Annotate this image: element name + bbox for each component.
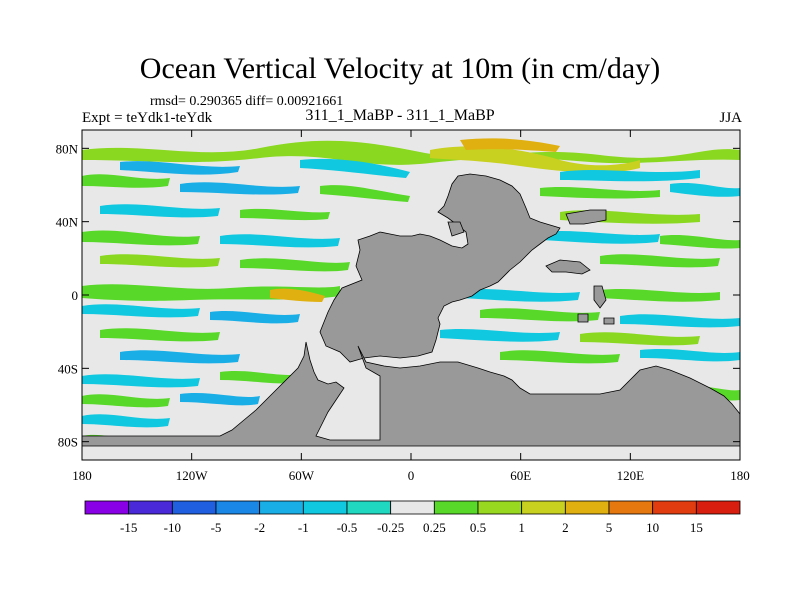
colorbar-label: -2 <box>254 520 265 535</box>
colorbar-label: -5 <box>211 520 222 535</box>
colorbar-swatch <box>128 500 173 515</box>
y-tick-label: 40N <box>56 215 79 230</box>
colorbar-swatch <box>521 500 566 515</box>
x-tick-label: 60E <box>510 468 531 483</box>
colorbar-label: -1 <box>298 520 309 535</box>
velocity-field <box>82 138 740 445</box>
colorbar-label: 2 <box>562 520 569 535</box>
colorbar-swatch <box>564 500 610 515</box>
experiment-label: Expt = teYdk1-teYdk <box>82 110 213 126</box>
colorbar-swatch <box>215 500 261 515</box>
colorbar-label: 15 <box>690 520 703 535</box>
colorbar-swatch <box>390 500 435 515</box>
colorbar-swatch <box>433 500 479 515</box>
colorbar-swatch <box>171 500 217 515</box>
y-tick-label: 80S <box>58 435 78 450</box>
x-tick-label: 0 <box>408 468 415 483</box>
colorbar-swatch <box>84 500 130 515</box>
colorbar-swatch <box>695 500 741 515</box>
y-tick-label: 40S <box>58 361 78 376</box>
case-label: 311_1_MaBP - 311_1_MaBP <box>305 107 495 124</box>
colorbar-label: 0.5 <box>470 520 486 535</box>
x-tick-label: 180 <box>72 468 92 483</box>
colorbar-label: 5 <box>606 520 613 535</box>
colorbar-swatch <box>652 500 697 515</box>
y-tick-label: 80N <box>56 141 79 156</box>
colorbar-label: -15 <box>120 520 137 535</box>
x-tick-label: 180 <box>730 468 750 483</box>
colorbar-swatch <box>346 500 392 515</box>
land-mask <box>82 173 740 447</box>
colorbar-label: 1 <box>518 520 525 535</box>
x-tick-label: 120E <box>617 468 645 483</box>
stats-label: rmsd= 0.290365 diff= 0.00921661 <box>150 94 344 109</box>
colorbar-swatch <box>302 500 348 515</box>
season-label: JJA <box>719 110 742 126</box>
x-tick-label: 120W <box>176 468 209 483</box>
y-tick-label: 0 <box>72 288 79 303</box>
colorbar-swatch <box>477 500 523 515</box>
colorbar-swatch <box>608 500 654 515</box>
chart-title: Ocean Vertical Velocity at 10m (in cm/da… <box>139 52 661 85</box>
colorbar-label: -0.5 <box>337 520 358 535</box>
colorbar-label: 10 <box>646 520 659 535</box>
colorbar-label: -0.25 <box>377 520 404 535</box>
colorbar-label: 0.25 <box>423 520 446 535</box>
colorbar-swatch <box>259 500 304 515</box>
x-tick-label: 60W <box>289 468 315 483</box>
colorbar-label: -10 <box>164 520 181 535</box>
